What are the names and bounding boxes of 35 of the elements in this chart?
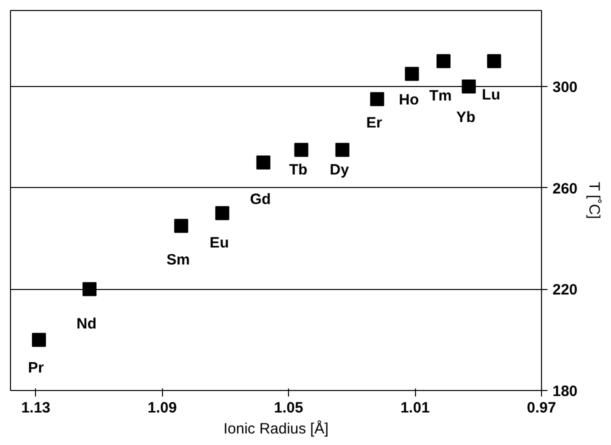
point	[215, 206, 230, 220]
point	[256, 156, 270, 170]
annotation: Lu	[482, 86, 500, 104]
annotation: Tm	[429, 88, 452, 105]
point	[174, 218, 188, 233]
x-tick-label: 1.01	[400, 400, 430, 416]
y-axis-title: T [˚C]	[586, 182, 603, 219]
annotation: Sm	[166, 251, 190, 268]
point	[32, 332, 46, 347]
point	[436, 54, 451, 68]
point	[335, 142, 350, 157]
annotation: Ho	[398, 91, 419, 108]
annotation: Eu	[210, 234, 229, 252]
point	[487, 54, 502, 68]
point	[462, 80, 476, 94]
x-tick-label: 1.09	[148, 400, 177, 416]
annotation: Er	[366, 114, 382, 132]
y-tick-label: 300	[552, 79, 578, 96]
point	[294, 142, 308, 157]
annotation: Yb	[456, 109, 476, 126]
x-tick-label: 1.05	[274, 400, 304, 416]
y-tick-label: 180	[552, 383, 578, 400]
x-axis-title: Ionic Radius [Å]	[223, 420, 329, 438]
point	[82, 282, 97, 296]
y-tick-label: 220	[552, 282, 578, 299]
y-tick-label: 260	[552, 180, 578, 198]
point	[370, 92, 384, 106]
annotation: Pr	[28, 359, 44, 376]
annotation: Nd	[76, 316, 97, 333]
x-tick-label: 1.13	[21, 400, 50, 416]
annotation: Tb	[289, 161, 308, 178]
x-tick-label: 0.97	[526, 400, 556, 416]
annotation: Dy	[330, 161, 350, 178]
point	[404, 66, 419, 81]
annotation: Gd	[250, 191, 271, 208]
